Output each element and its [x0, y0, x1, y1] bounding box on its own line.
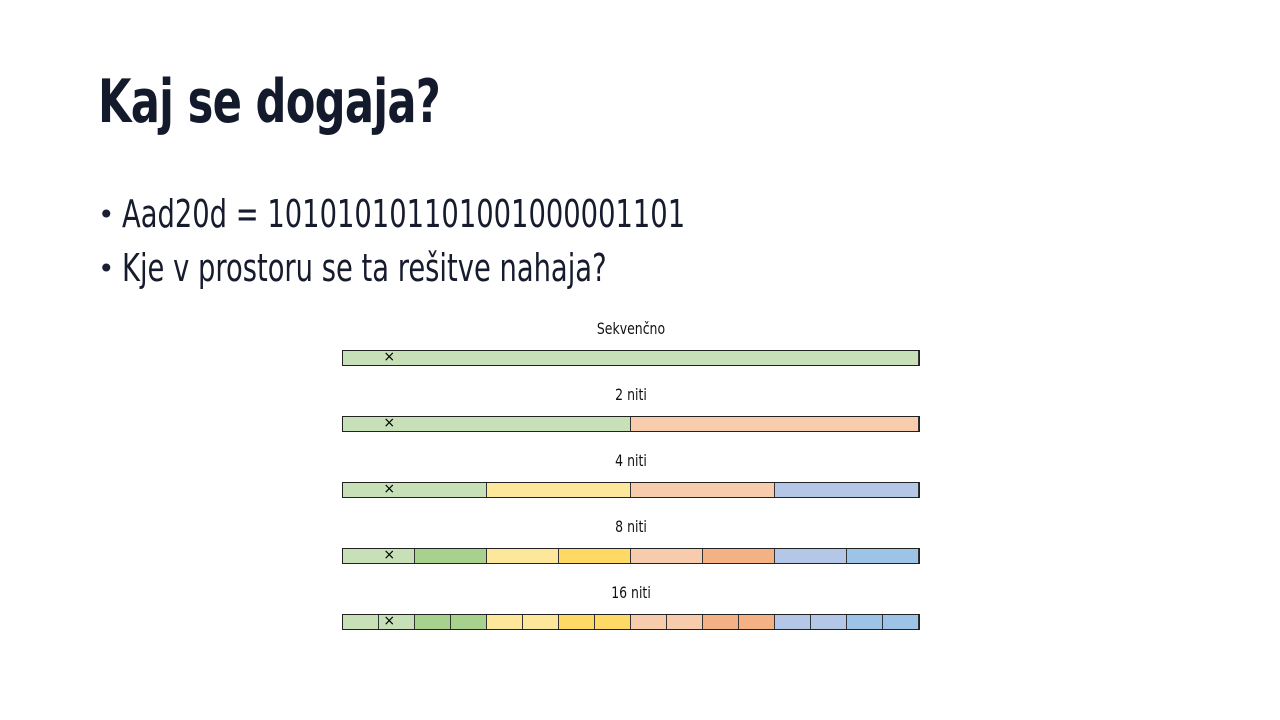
bullet-item: • Kje v prostoru se ta rešitve nahaja?	[98, 241, 904, 295]
partition-segment	[631, 483, 775, 497]
partition-segment	[415, 549, 487, 563]
bullet-icon: •	[98, 251, 115, 285]
partition-segment	[811, 615, 847, 629]
partition-row: 4 niti ×	[342, 450, 920, 498]
partition-bar: ×	[342, 613, 920, 630]
partition-row-label: Sekvenčno	[596, 319, 666, 338]
bullet-icon: •	[98, 197, 115, 231]
partition-segment	[703, 549, 775, 563]
partition-segment	[343, 549, 415, 563]
solution-marker-icon: ×	[383, 349, 396, 365]
partition-segment	[343, 615, 379, 629]
slide-title: Kaj se dogaja?	[98, 67, 441, 137]
thread-partition-diagram: Sekvenčno × 2 niti × 4 niti × 8 niti × 16 niti ×	[342, 318, 920, 630]
partition-segment	[343, 417, 631, 431]
partition-segment	[739, 615, 775, 629]
bullet-list: • Aad20d = 101010101101001000001101 • Kj…	[98, 187, 904, 295]
partition-segment	[559, 549, 631, 563]
solution-marker-icon: ×	[383, 613, 396, 629]
partition-segment	[631, 615, 667, 629]
partition-row-label: 2 niti	[615, 385, 647, 404]
partition-segment	[559, 615, 595, 629]
partition-bar: ×	[342, 415, 920, 432]
partition-segment	[775, 615, 811, 629]
bullet-item: • Aad20d = 101010101101001000001101	[98, 187, 904, 241]
partition-segment	[487, 483, 631, 497]
partition-row: 8 niti ×	[342, 516, 920, 564]
solution-marker-icon: ×	[383, 415, 396, 431]
partition-segment	[379, 615, 415, 629]
partition-segment	[667, 615, 703, 629]
partition-row: 2 niti ×	[342, 384, 920, 432]
partition-segment	[595, 615, 631, 629]
partition-bar: ×	[342, 547, 920, 564]
partition-row-label: 4 niti	[615, 451, 647, 470]
partition-segment	[451, 615, 487, 629]
partition-row: 16 niti ×	[342, 582, 920, 630]
partition-segment	[487, 549, 559, 563]
partition-segment	[523, 615, 559, 629]
partition-segment	[415, 615, 451, 629]
partition-row-label: 8 niti	[615, 517, 647, 536]
partition-bar: ×	[342, 349, 920, 366]
partition-segment	[343, 483, 487, 497]
partition-segment	[703, 615, 739, 629]
partition-segment	[847, 615, 883, 629]
partition-segment	[631, 417, 919, 431]
bullet-text-hex-binary: Aad20d = 101010101101001000001101	[122, 192, 686, 236]
partition-row-label: 16 niti	[611, 583, 651, 602]
partition-bar: ×	[342, 481, 920, 498]
partition-segment	[883, 615, 919, 629]
solution-marker-icon: ×	[383, 481, 396, 497]
bullet-text-question: Kje v prostoru se ta rešitve nahaja?	[122, 246, 607, 290]
partition-segment	[343, 351, 919, 365]
partition-segment	[775, 549, 847, 563]
partition-row: Sekvenčno ×	[342, 318, 920, 366]
solution-marker-icon: ×	[383, 547, 396, 563]
partition-segment	[847, 549, 919, 563]
partition-segment	[775, 483, 919, 497]
partition-segment	[631, 549, 703, 563]
partition-segment	[487, 615, 523, 629]
